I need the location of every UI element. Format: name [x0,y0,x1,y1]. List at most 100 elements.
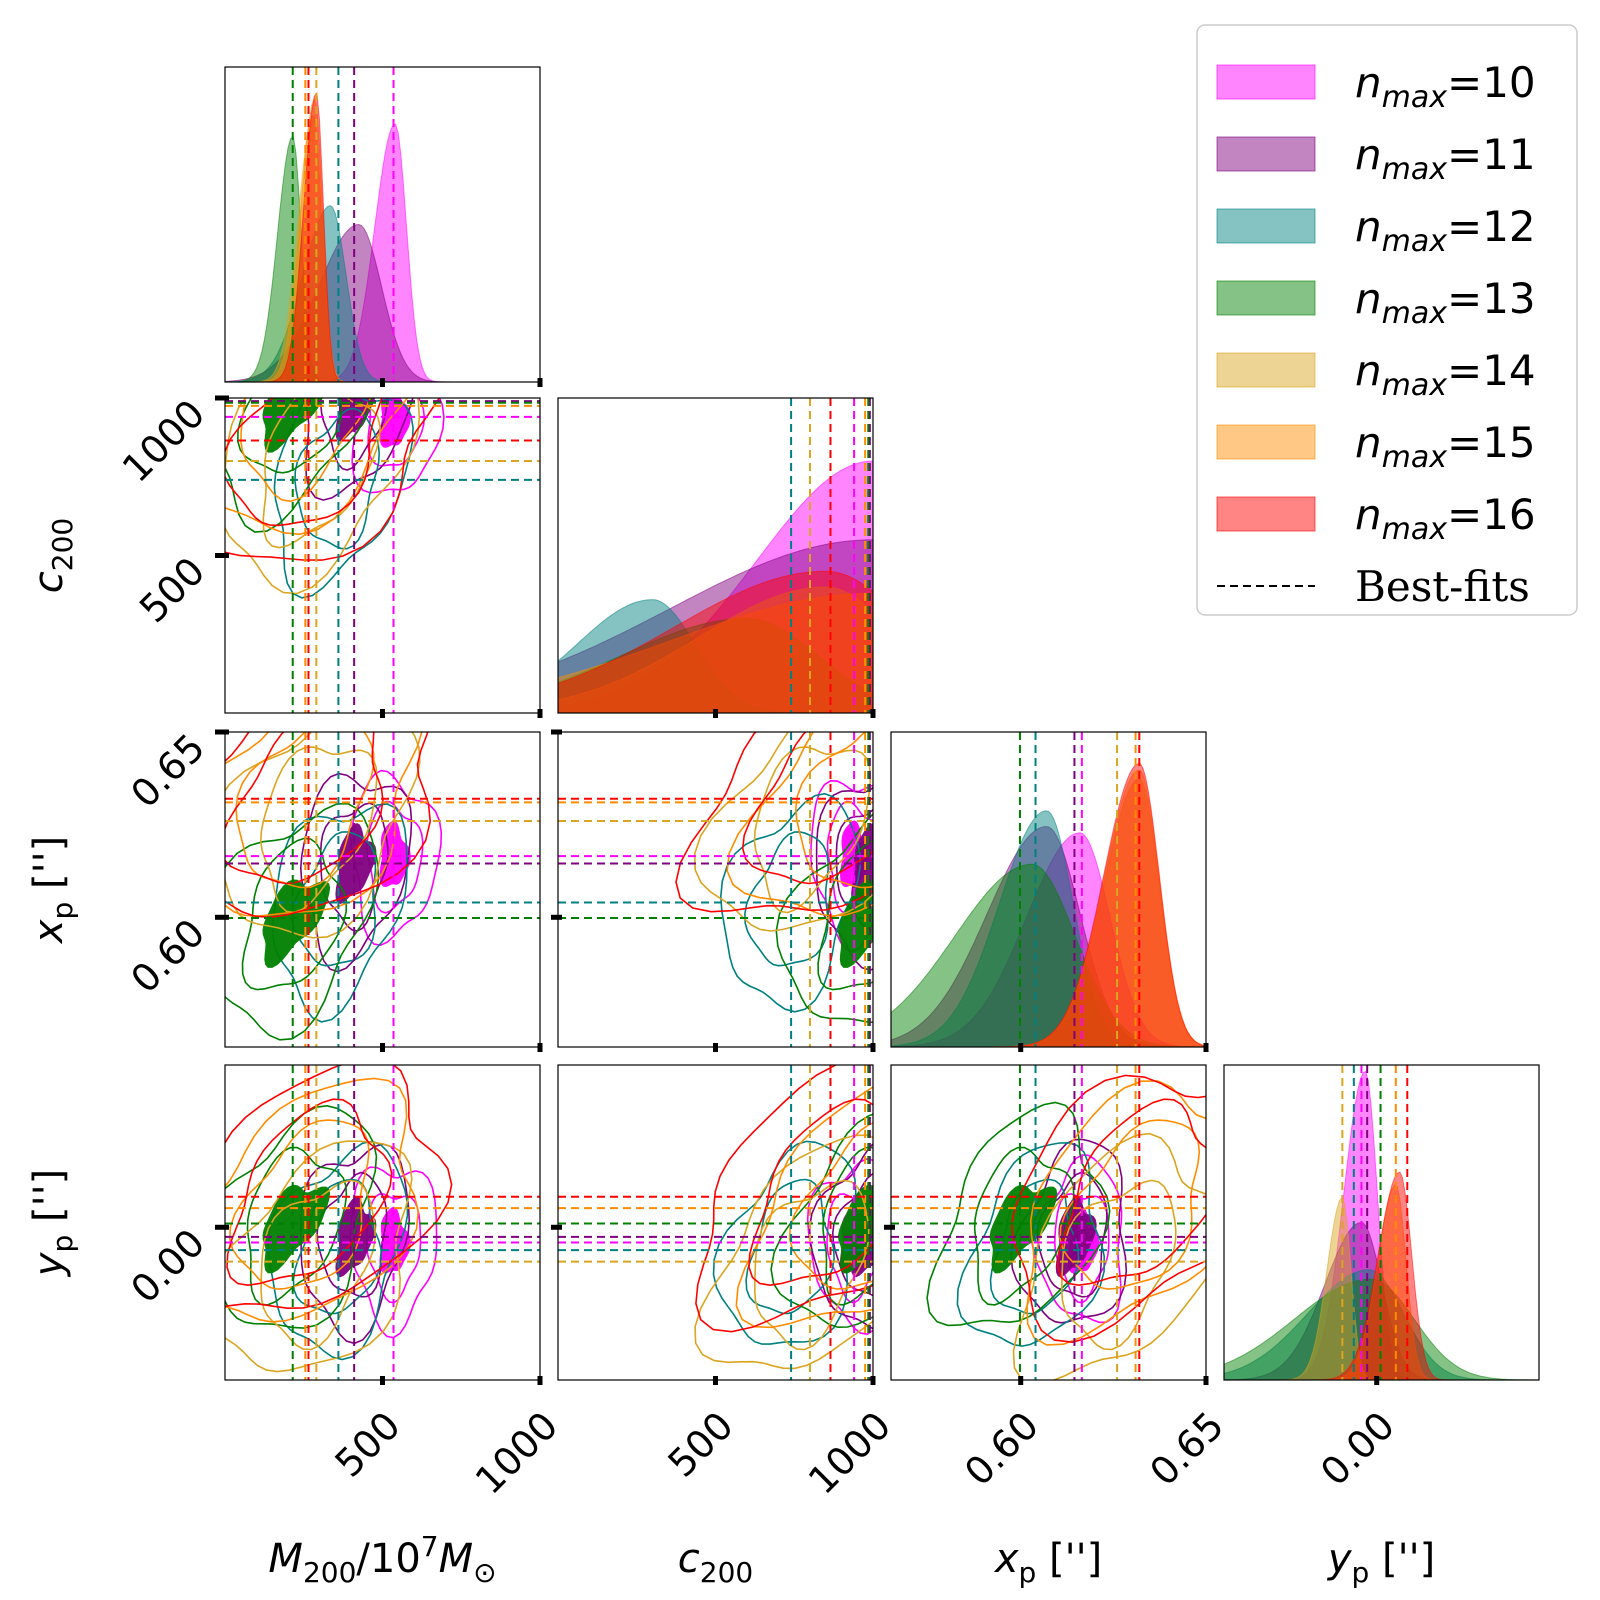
panel-M200-vs-xp [225,732,540,1047]
marginal-fill-n_max=11 [891,825,1206,1047]
contour-outer-n_max=11 [304,398,414,501]
legend-swatch-n_max=11 [1216,136,1316,172]
y-tick [215,1224,229,1230]
contour-inner-n_max=16 [741,732,873,885]
contour-inner-n_max=15 [235,732,375,889]
contour-outer-n_max=15 [225,398,409,536]
marginal-fill-n_max=11 [225,223,540,382]
legend-label-n_max=13: nmax=13 [1355,274,1536,331]
x-tick-label-c200: 1000 [800,1403,900,1503]
y-axis-label-c200: c200 [26,518,79,593]
contour-inner-n_max=11 [316,1171,388,1298]
legend: nmax=10 nmax=11 nmax=12 nmax=13 nmax=14 nmax=… [1196,24,1578,616]
y-tick [551,1224,562,1230]
x-tick-label-yp: 0.00 [1312,1403,1403,1494]
marginal-fill-n_max=16 [225,91,540,382]
x-tick [537,1376,543,1385]
core-n_max=13 [989,1184,1058,1274]
marginal-fill-n_max=16 [891,763,1206,1047]
legend-label-n_max=10: nmax=10 [1355,58,1536,115]
x-tick [713,1376,718,1385]
contour-inner-n_max=16 [225,398,383,527]
x-tick [380,709,385,718]
marginal-fill-n_max=12 [558,599,873,713]
legend-swatch-n_max=10 [1216,64,1316,100]
contour-outer-n_max=14 [1012,1132,1206,1380]
x-axis-label-yp: yp [''] [1327,1536,1435,1589]
x-tick [713,709,718,718]
y-tick-label-c200: 500 [131,549,213,631]
x-tick [380,1376,385,1385]
contour-inner-n_max=13 [973,1146,1075,1306]
marginal-fill-n_max=10 [225,123,540,382]
x-tick [380,1043,385,1052]
legend-label-n_max=15: nmax=15 [1355,418,1536,475]
contour-outer-n_max=13 [225,398,373,533]
core-n_max=13 [262,1184,331,1274]
x-tick [870,709,876,718]
contour-inner-n_max=12 [294,407,381,550]
panel-frame-2-0 [224,731,541,1048]
marginal-fill-n_max=10 [891,832,1206,1047]
marginal-fill-n_max=10 [558,460,873,713]
marginal-fill-n_max=14 [558,586,873,713]
x-tick [380,378,385,387]
x-axis-label-xp: xp [''] [993,1536,1102,1589]
y-tick [215,729,229,735]
contour-inner-n_max=15 [788,1122,873,1290]
contour-outer-n_max=12 [272,803,408,1023]
legend-box [1196,24,1578,616]
contour-inner-n_max=16 [1056,1098,1206,1287]
core-n_max=13 [838,879,873,968]
legend-swatch-n_max=14 [1216,352,1316,388]
contour-outer-n_max=13 [225,1104,378,1329]
legend-swatch-n_max=15 [1216,424,1316,460]
panel-frame-3-2 [890,1064,1207,1381]
legend-swatch-n_max=16 [1216,496,1316,532]
marginal-fill-n_max=16 [558,570,873,713]
contour-inner-n_max=11 [320,398,389,471]
legend-swatch-n_max=12 [1216,208,1316,244]
x-tick-label-M200: 500 [326,1403,408,1485]
y-tick-label-c200: 1000 [114,391,214,491]
x-tick [1018,1043,1024,1052]
x-tick [1203,1376,1209,1385]
contour-outer-n_max=16 [225,1065,453,1310]
contour-outer-n_max=11 [815,786,873,972]
x-tick [1374,1376,1380,1385]
legend-label-n_max=11: nmax=11 [1355,130,1536,187]
contour-outer-n_max=15 [735,1086,873,1329]
marginal-fill-n_max=13 [891,863,1206,1047]
x-tick [1018,1376,1024,1385]
marginal-xp [891,732,1206,1047]
y-axis-label-xp: xp [''] [26,836,79,945]
legend-label-n_max=14: nmax=14 [1355,346,1536,403]
panel-M200-vs-yp [225,1065,540,1380]
panel-frame-2-2 [890,731,1207,1048]
marginal-fill-n_max=15 [225,97,540,382]
contour-outer-n_max=12 [719,792,861,1013]
y-axis-label-yp: yp [''] [26,1169,79,1277]
core-n_max=10 [379,820,411,888]
y-tick [551,914,562,920]
marginal-fill-n_max=13 [558,618,873,713]
contour-outer-n_max=14 [225,732,421,939]
core-n_max=10 [379,398,411,448]
x-tick [537,1043,543,1052]
contour-inner-n_max=13 [236,398,343,474]
legend-swatch-n_max=13 [1216,280,1316,316]
contour-outer-n_max=15 [1026,1080,1206,1346]
panel-c200-vs-xp [558,732,873,1047]
contour-outer-n_max=16 [1011,1074,1206,1344]
contour-inner-n_max=11 [835,808,873,932]
x-tick [537,709,543,718]
contour-inner-n_max=13 [241,837,348,991]
marginal-fill-n_max=13 [225,135,540,382]
legend-label-n_max=12: nmax=12 [1355,202,1536,259]
x-tick [1203,1043,1209,1052]
y-tick [884,1224,895,1230]
contour-outer-n_max=15 [225,1077,420,1323]
y-tick [551,729,562,735]
x-tick-label-xp: 0.65 [1141,1403,1232,1494]
